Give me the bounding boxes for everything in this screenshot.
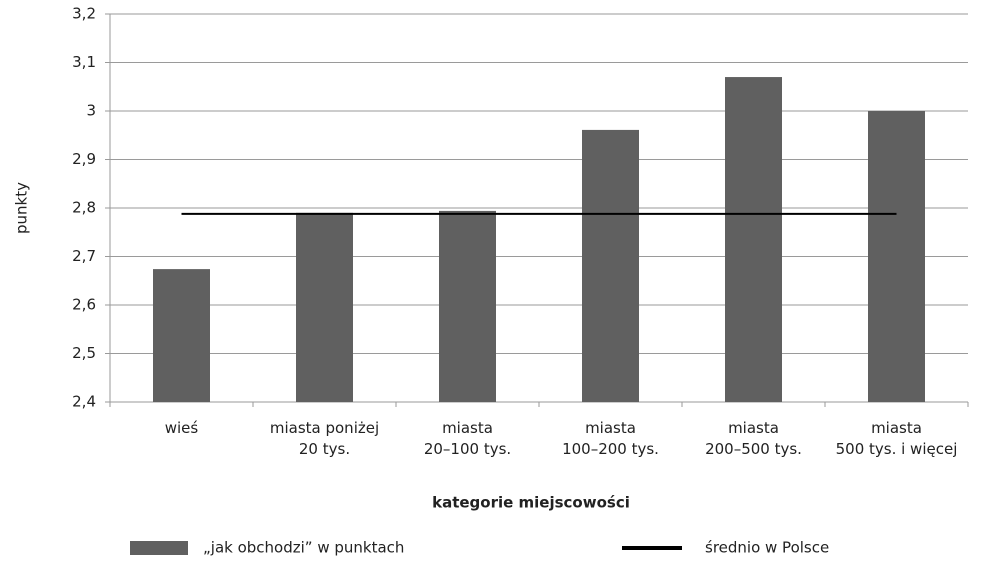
y-tick-label: 2,6 — [72, 296, 96, 314]
y-tick-label: 3 — [86, 102, 96, 120]
y-axis-label: punkty — [13, 182, 31, 234]
x-tick-label: miasta 20–100 tys. — [423, 419, 512, 458]
y-tick-label: 2,4 — [72, 393, 96, 411]
legend-label: „jak obchodzi” w punktach — [203, 539, 404, 557]
y-tick-label: 3,2 — [72, 5, 96, 23]
x-tick-label: miasta poniżej 20 tys. — [269, 419, 380, 458]
bar — [725, 77, 782, 403]
y-tick-label: 2,8 — [72, 199, 96, 217]
bar — [868, 111, 925, 402]
y-tick-label: 2,9 — [72, 150, 96, 168]
bar — [582, 129, 639, 403]
x-tick-label: miasta 500 tys. i więcej — [835, 419, 958, 458]
legend-swatch — [130, 541, 188, 555]
x-tick-label: miasta 100–200 tys. — [562, 419, 659, 458]
x-tick-label: miasta 200–500 tys. — [705, 419, 802, 458]
bar — [153, 269, 210, 402]
bar — [296, 212, 353, 402]
y-tick-label: 2,5 — [72, 344, 96, 362]
x-axis-label: kategorie miejscowości — [432, 494, 630, 512]
y-tick-label: 3,1 — [72, 53, 96, 71]
legend-label: średnio w Polsce — [705, 539, 829, 557]
x-tick-label: wieś — [164, 419, 199, 437]
y-tick-label: 2,7 — [72, 247, 96, 265]
bar — [439, 210, 496, 402]
